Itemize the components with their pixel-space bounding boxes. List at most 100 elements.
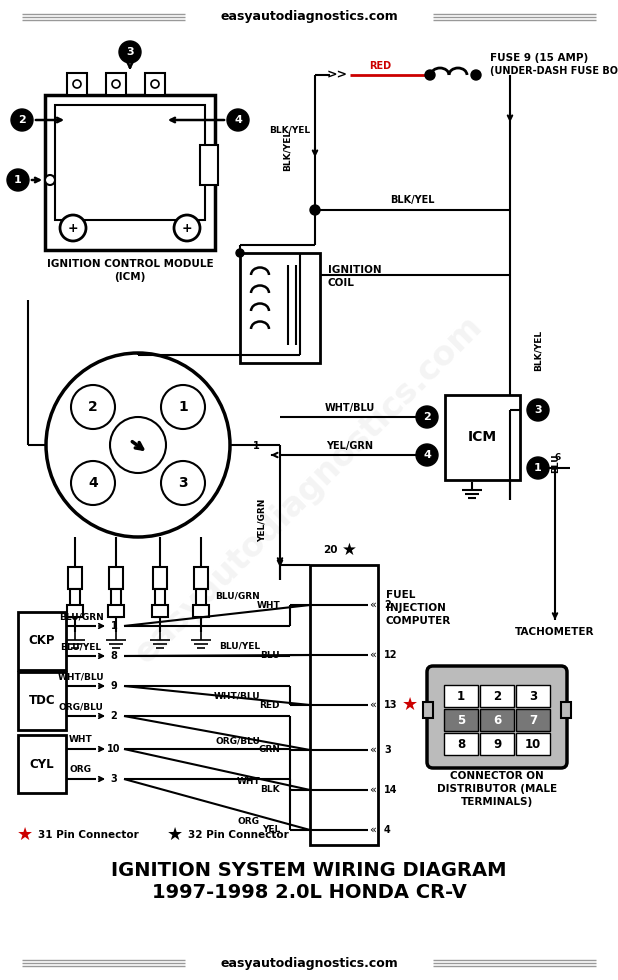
- Text: BLK/YEL: BLK/YEL: [269, 125, 311, 134]
- Bar: [145, 73, 165, 95]
- Bar: [480, 709, 514, 731]
- Text: 2: 2: [111, 711, 117, 721]
- Text: 20: 20: [323, 545, 337, 555]
- Bar: [70, 589, 80, 617]
- Text: WHT: WHT: [236, 776, 260, 786]
- Text: 1: 1: [111, 621, 117, 631]
- Text: 6: 6: [555, 454, 561, 463]
- Circle shape: [161, 461, 205, 505]
- Bar: [45, 95, 215, 250]
- Circle shape: [416, 444, 438, 466]
- Bar: [444, 709, 478, 731]
- Text: 10: 10: [108, 744, 121, 754]
- Text: COMPUTER: COMPUTER: [386, 616, 451, 626]
- Text: «: «: [369, 650, 376, 660]
- Text: ORG/BLU: ORG/BLU: [215, 737, 260, 746]
- Circle shape: [7, 169, 29, 191]
- Bar: [480, 685, 514, 707]
- Text: 14: 14: [384, 785, 397, 795]
- Bar: [108, 605, 124, 617]
- Text: 6: 6: [493, 713, 501, 726]
- Text: 31 Pin Connector: 31 Pin Connector: [38, 830, 139, 840]
- Text: 4: 4: [423, 450, 431, 460]
- Bar: [516, 733, 550, 755]
- Text: 2: 2: [493, 690, 501, 703]
- Bar: [196, 589, 206, 617]
- Circle shape: [71, 461, 115, 505]
- Text: easyautodiagnostics.com: easyautodiagnostics.com: [220, 11, 398, 24]
- Text: «: «: [369, 825, 376, 835]
- Text: BLK/YEL: BLK/YEL: [533, 329, 543, 370]
- Text: 9: 9: [111, 681, 117, 691]
- Text: 1: 1: [14, 175, 22, 185]
- Text: 2: 2: [384, 600, 391, 610]
- Text: BLU: BLU: [551, 453, 561, 472]
- Text: ICM: ICM: [467, 430, 496, 444]
- Circle shape: [112, 80, 120, 88]
- Circle shape: [151, 80, 159, 88]
- Text: 2: 2: [423, 412, 431, 422]
- Circle shape: [174, 215, 200, 241]
- Bar: [106, 73, 126, 95]
- Text: TACHOMETER: TACHOMETER: [515, 627, 595, 637]
- Circle shape: [119, 41, 141, 63]
- Text: «: «: [369, 600, 376, 610]
- Text: 7: 7: [529, 713, 537, 726]
- Text: 1: 1: [534, 463, 542, 473]
- Text: RED: RED: [260, 701, 280, 710]
- Text: COIL: COIL: [328, 278, 355, 288]
- Bar: [18, 612, 66, 670]
- Text: 12: 12: [384, 650, 397, 660]
- Bar: [153, 567, 167, 589]
- Text: BLU/GRN: BLU/GRN: [59, 612, 103, 621]
- Text: 1997-1998 2.0L HONDA CR-V: 1997-1998 2.0L HONDA CR-V: [151, 884, 467, 903]
- Bar: [480, 733, 514, 755]
- Text: 13: 13: [384, 700, 397, 710]
- Bar: [109, 567, 123, 589]
- Text: 2: 2: [88, 400, 98, 414]
- Circle shape: [471, 70, 481, 80]
- Text: CKP: CKP: [29, 634, 55, 648]
- Text: easyautodiagnostics.com: easyautodiagnostics.com: [220, 956, 398, 969]
- Text: ORG/BLU: ORG/BLU: [59, 703, 103, 711]
- Text: 10: 10: [525, 738, 541, 751]
- Circle shape: [46, 353, 230, 537]
- Circle shape: [527, 399, 549, 421]
- Bar: [444, 685, 478, 707]
- Bar: [111, 589, 121, 617]
- Text: FUEL: FUEL: [386, 590, 415, 600]
- Bar: [444, 733, 478, 755]
- Text: easyautodiagnostics.com: easyautodiagnostics.com: [129, 310, 489, 670]
- Text: 3: 3: [534, 405, 542, 415]
- Text: ★: ★: [402, 696, 418, 714]
- Text: WHT: WHT: [69, 736, 93, 745]
- Text: 3: 3: [126, 47, 134, 57]
- Circle shape: [310, 205, 320, 215]
- Text: 3: 3: [529, 690, 537, 703]
- Text: ORG: ORG: [238, 816, 260, 825]
- Text: CONNECTOR ON: CONNECTOR ON: [450, 771, 544, 781]
- Text: >>: >>: [326, 69, 347, 81]
- Circle shape: [416, 406, 438, 428]
- Text: 2: 2: [18, 115, 26, 125]
- Text: 32 Pin Connector: 32 Pin Connector: [188, 830, 289, 840]
- Text: WHT/BLU: WHT/BLU: [57, 672, 104, 681]
- Text: 4: 4: [234, 115, 242, 125]
- Text: INJECTION: INJECTION: [386, 603, 446, 613]
- Circle shape: [527, 457, 549, 479]
- Text: «: «: [369, 745, 376, 755]
- Text: «: «: [369, 700, 376, 710]
- Bar: [155, 589, 165, 617]
- Text: 9: 9: [493, 738, 501, 751]
- Text: CYL: CYL: [30, 758, 54, 770]
- Text: 3: 3: [178, 476, 188, 490]
- Text: YEL/GRN: YEL/GRN: [258, 498, 266, 542]
- Text: 5: 5: [457, 713, 465, 726]
- Bar: [68, 567, 82, 589]
- Text: (UNDER-DASH FUSE BOX): (UNDER-DASH FUSE BOX): [490, 66, 618, 76]
- Bar: [516, 709, 550, 731]
- Text: ★: ★: [17, 826, 33, 844]
- Text: 4: 4: [384, 825, 391, 835]
- Text: BLK: BLK: [260, 786, 280, 795]
- Text: GRN: GRN: [258, 746, 280, 755]
